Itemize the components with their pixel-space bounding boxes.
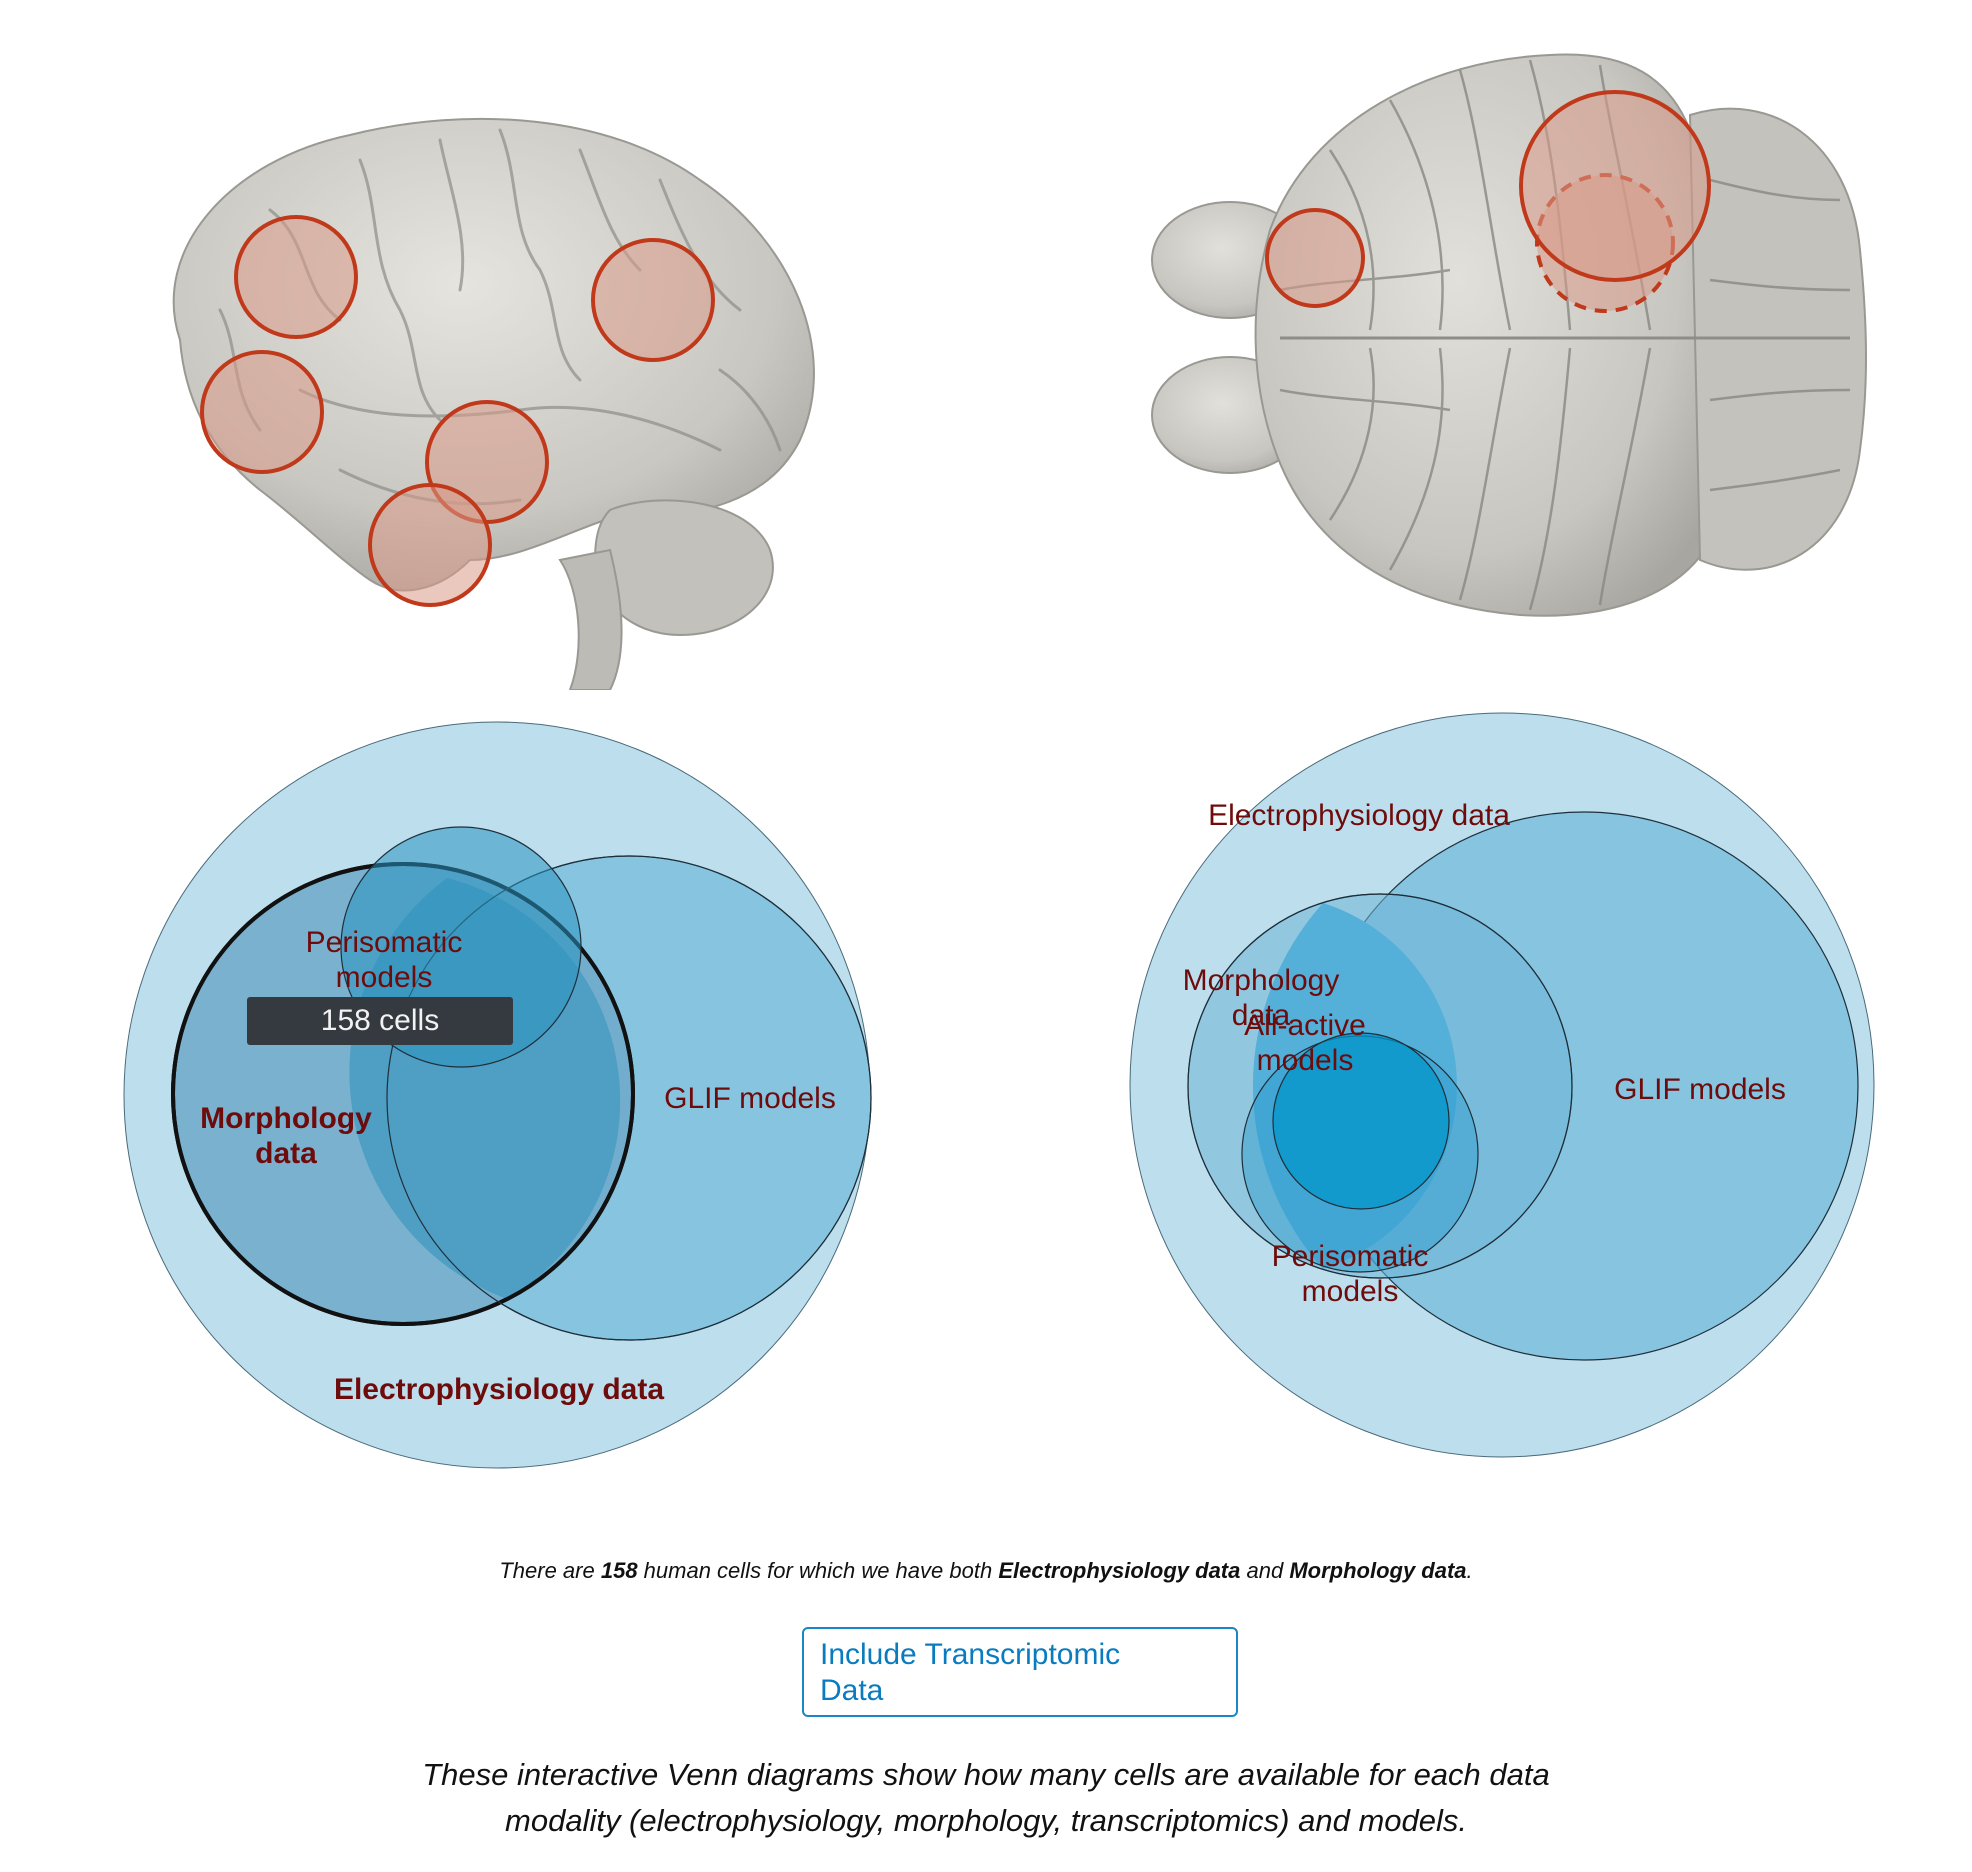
label-all-active-line1: All-active <box>1244 1009 1366 1042</box>
human-venn-diagram: Perisomatic models Morphology data GLIF … <box>123 721 872 1469</box>
venn-all-active-circle[interactable] <box>1272 1032 1450 1210</box>
label-morphology-line1: Morphology <box>1183 964 1340 997</box>
figure-caption: These interactive Venn diagrams show how… <box>422 1757 1550 1838</box>
label-morphology-line2: data <box>255 1137 317 1170</box>
label-all-active-line2: models <box>1257 1044 1354 1077</box>
label-ephys: Electrophysiology data <box>334 1373 664 1406</box>
label-morphology-line2: data <box>1232 999 1291 1032</box>
label-perisomatic-line1: Perisomatic <box>306 926 463 959</box>
mouse-brain-illustration <box>1151 53 1867 617</box>
label-ephys: Electrophysiology data <box>1208 799 1510 832</box>
include-transcriptomic-button[interactable]: Include Transcriptomic Data <box>802 1627 1238 1717</box>
label-glif: GLIF models <box>1614 1073 1786 1106</box>
mouse-venn-diagram: Electrophysiology data Morphology data A… <box>1129 712 1875 1458</box>
label-glif: GLIF models <box>664 1082 836 1115</box>
selection-summary: There are 158 human cells for which we h… <box>499 1558 1473 1583</box>
venn-tooltip: 158 cells <box>247 997 513 1045</box>
label-perisomatic-line2: models <box>336 961 433 994</box>
label-morphology-line1: Morphology <box>200 1102 372 1135</box>
label-perisomatic-line2: models <box>1302 1275 1399 1308</box>
label-perisomatic-line1: Perisomatic <box>1272 1240 1429 1273</box>
human-brain-illustration <box>172 117 815 690</box>
